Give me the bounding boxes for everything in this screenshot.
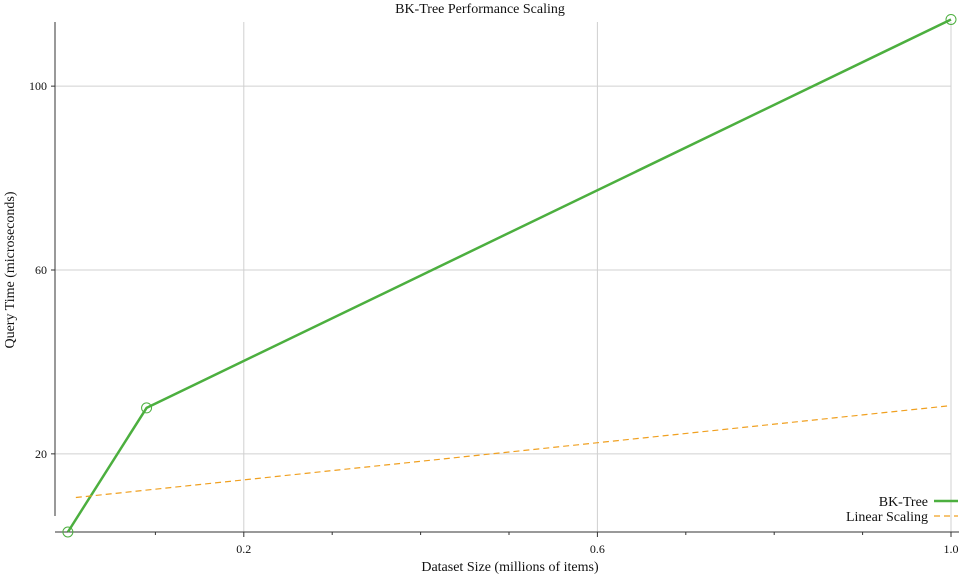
legend-label: BK-Tree bbox=[879, 495, 928, 510]
y-tick-label: 60 bbox=[35, 263, 47, 277]
chart-title: BK-Tree Performance Scaling bbox=[395, 2, 565, 17]
series bbox=[62, 13, 957, 538]
x-tick-label: 0.2 bbox=[236, 542, 251, 556]
y-axis-label: Query Time (microseconds) bbox=[3, 191, 18, 348]
x-tick-label: 0.6 bbox=[590, 542, 605, 556]
legend-label: Linear Scaling bbox=[846, 510, 928, 525]
x-tick-label: 1.0 bbox=[944, 542, 959, 556]
axes: 20 60 100 0.2 0.6 1.0 bbox=[29, 22, 959, 556]
data-point-bk-tree bbox=[62, 526, 74, 538]
series-line-linear-scaling bbox=[75, 404, 952, 499]
grid bbox=[55, 22, 952, 532]
y-tick-label: 100 bbox=[29, 79, 47, 93]
series-line-bk-tree bbox=[66, 18, 952, 533]
x-axis-label: Dataset Size (millions of items) bbox=[421, 560, 599, 575]
y-tick-label: 20 bbox=[35, 447, 47, 461]
data-point-bk-tree bbox=[945, 13, 957, 25]
data-point-bk-tree bbox=[141, 402, 153, 414]
